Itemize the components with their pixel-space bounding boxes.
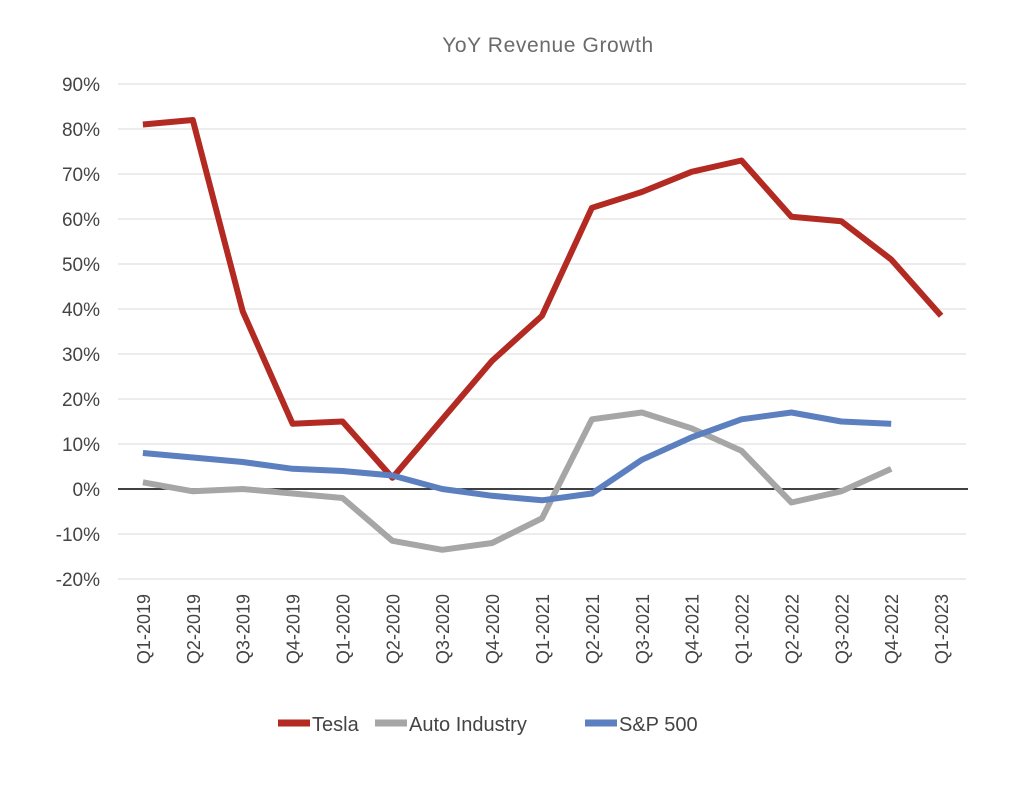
x-tick-label: Q2-2020 bbox=[383, 594, 403, 664]
y-tick-label: 50% bbox=[62, 255, 100, 276]
x-tick-label: Q1-2019 bbox=[134, 594, 154, 664]
chart-title: YoY Revenue Growth bbox=[442, 34, 654, 57]
y-tick-label: 40% bbox=[62, 300, 100, 321]
x-tick-label: Q3-2019 bbox=[234, 594, 254, 664]
legend-label-s-p-500: S&P 500 bbox=[619, 714, 698, 736]
y-tick-label: -20% bbox=[56, 570, 100, 591]
x-tick-label: Q3-2022 bbox=[832, 594, 852, 664]
x-tick-label: Q2-2019 bbox=[184, 594, 204, 664]
y-axis-ticks: -20% -10% 0% 10% 20% 30% 40% 50% 60% 70% 80% 90% bbox=[56, 75, 100, 591]
x-tick-label: Q4-2021 bbox=[683, 594, 703, 664]
series-line-s-p-500 bbox=[142, 409, 892, 504]
legend-label-tesla: Tesla bbox=[312, 714, 360, 736]
x-tick-label: Q2-2021 bbox=[583, 594, 603, 664]
legend-label-auto-industry: Auto Industry bbox=[409, 714, 527, 736]
y-tick-label: 0% bbox=[73, 480, 101, 501]
x-tick-label: Q4-2022 bbox=[882, 594, 902, 664]
x-axis-ticks: Q1-2019 Q2-2019 Q3-2019 Q4-2019 Q1-2020 Q2-20… bbox=[134, 594, 952, 664]
x-tick-label: Q3-2020 bbox=[433, 594, 453, 664]
x-tick-label: Q1-2021 bbox=[533, 594, 553, 664]
y-tick-label: 20% bbox=[62, 390, 100, 411]
series-lines bbox=[142, 117, 944, 553]
x-tick-label: Q3-2021 bbox=[633, 594, 653, 664]
y-tick-label: -10% bbox=[56, 525, 100, 546]
y-tick-label: 80% bbox=[62, 120, 100, 141]
y-tick-label: 30% bbox=[62, 345, 100, 366]
series-line-auto-industry bbox=[142, 409, 893, 553]
x-tick-label: Q4-2019 bbox=[284, 594, 304, 664]
x-tick-label: Q1-2020 bbox=[333, 594, 353, 664]
x-tick-label: Q1-2022 bbox=[733, 594, 753, 664]
x-tick-label: Q2-2022 bbox=[782, 594, 802, 664]
y-tick-label: 90% bbox=[62, 75, 100, 96]
y-tick-label: 10% bbox=[62, 435, 100, 456]
x-tick-label: Q1-2023 bbox=[932, 594, 952, 664]
gridlines bbox=[118, 83, 968, 580]
legend: Tesla Auto Industry S&P 500 bbox=[278, 714, 698, 736]
x-tick-label: Q4-2020 bbox=[483, 594, 503, 664]
y-tick-label: 60% bbox=[62, 210, 100, 231]
series-line-tesla bbox=[142, 117, 944, 481]
y-tick-label: 70% bbox=[62, 165, 100, 186]
